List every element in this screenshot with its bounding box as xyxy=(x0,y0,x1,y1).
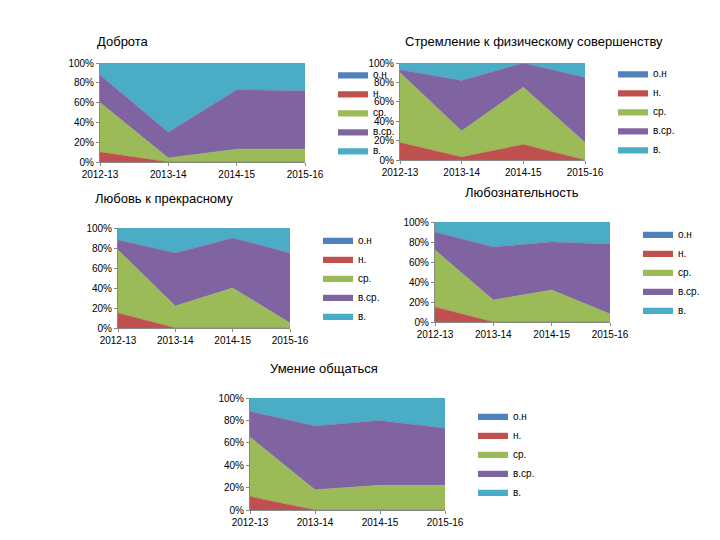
svg-text:Любознательность: Любознательность xyxy=(465,185,579,200)
svg-text:60%: 60% xyxy=(409,257,429,268)
svg-text:20%: 20% xyxy=(409,297,429,308)
svg-text:100%: 100% xyxy=(368,58,394,69)
svg-text:Доброта: Доброта xyxy=(97,34,149,49)
svg-text:2013-14: 2013-14 xyxy=(157,335,194,346)
svg-text:0%: 0% xyxy=(98,323,113,334)
svg-text:о.н: о.н xyxy=(358,235,372,246)
svg-text:60%: 60% xyxy=(74,97,94,108)
svg-text:100%: 100% xyxy=(403,217,429,228)
svg-text:2015-16: 2015-16 xyxy=(272,335,309,346)
svg-text:в.ср.: в.ср. xyxy=(513,468,534,479)
svg-text:2012-13: 2012-13 xyxy=(382,167,419,178)
svg-text:80%: 80% xyxy=(92,243,112,254)
svg-text:о.н: о.н xyxy=(373,69,387,80)
svg-text:ср.: ср. xyxy=(358,273,371,284)
svg-text:в.ср.: в.ср. xyxy=(373,126,394,137)
svg-text:0%: 0% xyxy=(80,157,95,168)
svg-text:2015-16: 2015-16 xyxy=(427,517,464,528)
svg-text:100%: 100% xyxy=(218,393,244,404)
svg-text:2015-16: 2015-16 xyxy=(592,329,629,340)
svg-text:в.ср.: в.ср. xyxy=(678,286,699,297)
svg-text:2013-14: 2013-14 xyxy=(443,167,480,178)
svg-text:в.: в. xyxy=(373,145,381,156)
svg-text:Стремление к физическому совер: Стремление к физическому совершенству xyxy=(405,34,663,49)
svg-text:2012-13: 2012-13 xyxy=(417,329,454,340)
svg-text:2014-15: 2014-15 xyxy=(533,329,570,340)
svg-text:в.: в. xyxy=(653,144,661,155)
svg-text:100%: 100% xyxy=(68,58,94,69)
svg-text:ср.: ср. xyxy=(678,267,691,278)
svg-text:ср.: ср. xyxy=(373,107,386,118)
svg-text:2015-16: 2015-16 xyxy=(567,167,604,178)
svg-text:2015-16: 2015-16 xyxy=(287,169,324,180)
svg-text:н.: н. xyxy=(373,88,381,99)
svg-text:2014-15: 2014-15 xyxy=(214,335,251,346)
svg-text:в.: в. xyxy=(678,305,686,316)
svg-text:в.ср.: в.ср. xyxy=(358,292,379,303)
svg-text:80%: 80% xyxy=(74,77,94,88)
svg-text:80%: 80% xyxy=(224,415,244,426)
svg-text:20%: 20% xyxy=(224,482,244,493)
svg-text:2014-15: 2014-15 xyxy=(505,167,542,178)
svg-text:60%: 60% xyxy=(224,437,244,448)
svg-text:40%: 40% xyxy=(224,460,244,471)
svg-text:в.: в. xyxy=(358,311,366,322)
svg-text:2014-15: 2014-15 xyxy=(362,517,399,528)
svg-text:100%: 100% xyxy=(86,223,112,234)
svg-text:20%: 20% xyxy=(74,137,94,148)
svg-text:2013-14: 2013-14 xyxy=(475,329,512,340)
svg-text:0%: 0% xyxy=(380,155,395,166)
svg-text:60%: 60% xyxy=(374,96,394,108)
svg-text:0%: 0% xyxy=(230,505,245,516)
svg-text:ср.: ср. xyxy=(653,106,666,117)
svg-text:н.: н. xyxy=(513,430,521,441)
svg-text:2013-14: 2013-14 xyxy=(297,517,334,528)
svg-text:о.н: о.н xyxy=(653,68,667,79)
svg-text:40%: 40% xyxy=(92,283,112,294)
svg-text:в.ср.: в.ср. xyxy=(653,125,674,136)
svg-text:н.: н. xyxy=(653,87,661,98)
svg-text:о.н: о.н xyxy=(513,411,527,422)
svg-text:0%: 0% xyxy=(415,317,430,328)
svg-text:ср.: ср. xyxy=(513,449,526,460)
svg-text:н.: н. xyxy=(358,254,366,265)
svg-text:2012-13: 2012-13 xyxy=(100,335,137,346)
svg-text:2013-14: 2013-14 xyxy=(150,169,187,180)
svg-text:40%: 40% xyxy=(74,117,94,128)
svg-text:Умение общаться: Умение общаться xyxy=(270,361,378,376)
svg-text:20%: 20% xyxy=(92,303,112,314)
svg-text:2012-13: 2012-13 xyxy=(82,169,119,180)
svg-text:2012-13: 2012-13 xyxy=(232,517,269,528)
svg-text:в.: в. xyxy=(513,487,521,498)
svg-text:Любовь к прекрасному: Любовь к прекрасному xyxy=(95,191,233,206)
svg-text:2014-15: 2014-15 xyxy=(218,169,255,180)
svg-text:60%: 60% xyxy=(92,263,112,274)
svg-text:40%: 40% xyxy=(409,277,429,288)
svg-text:н.: н. xyxy=(678,248,686,259)
svg-text:80%: 80% xyxy=(409,237,429,248)
svg-text:40%: 40% xyxy=(374,115,394,127)
svg-text:о.н: о.н xyxy=(678,229,692,240)
svg-text:80%: 80% xyxy=(374,76,394,88)
